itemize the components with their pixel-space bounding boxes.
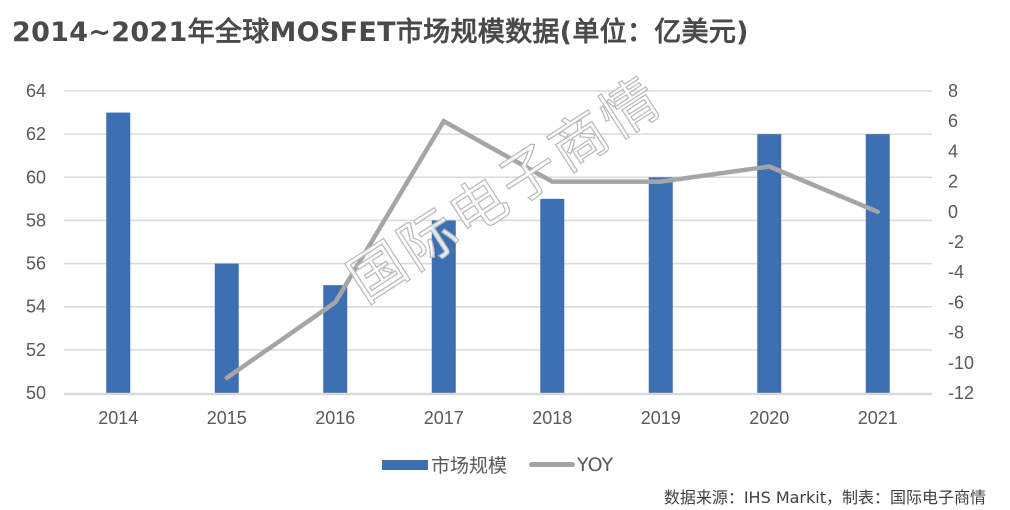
bar-2021 (865, 134, 890, 393)
chart-title: 2014~2021年全球MOSFET市场规模数据(单位：亿美元) (12, 17, 749, 48)
left-tick-label: 64 (26, 81, 46, 101)
x-tick-label: 2014 (98, 408, 138, 428)
x-tick-label: 2021 (858, 408, 898, 428)
right-tick-label: 6 (948, 111, 958, 131)
bar-2019 (648, 177, 673, 393)
legend-bar-label: 市场规模 (431, 455, 508, 477)
left-tick-label: 52 (26, 340, 46, 360)
right-tick-label: -6 (948, 292, 964, 312)
x-tick-label: 2016 (315, 408, 355, 428)
right-tick-label: -8 (948, 323, 964, 343)
right-tick-label: 2 (948, 172, 958, 192)
right-tick-label: -2 (948, 232, 964, 252)
left-tick-label: 62 (26, 124, 46, 144)
right-tick-label: -12 (948, 383, 974, 403)
right-tick-label: 8 (948, 81, 958, 101)
right-axis-ticks: -12 -10 -8 -6 -4 -2 0 2 4 6 8 (948, 81, 974, 403)
bar-series-market-size (106, 112, 890, 394)
right-tick-label: -4 (948, 262, 964, 282)
right-tick-label: -10 (948, 353, 974, 373)
left-tick-label: 58 (26, 210, 46, 230)
source-note: 数据来源：IHS Markit，制表：国际电子商情 (663, 488, 986, 507)
line-series-yoy (224, 118, 880, 381)
legend: 市场规模 YOY (382, 451, 613, 478)
bar-2020 (757, 134, 782, 393)
x-axis-ticks: 2014 2015 2016 2017 2018 2019 2020 2021 (98, 408, 898, 428)
right-tick-label: 0 (948, 202, 958, 222)
left-tick-label: 54 (26, 297, 46, 317)
x-tick-label: 2015 (207, 408, 247, 428)
gridlines (64, 90, 932, 351)
bar-2017 (431, 220, 456, 393)
x-tick-label: 2020 (749, 408, 789, 428)
bar-2014 (106, 112, 131, 394)
legend-line-label: YOY (577, 453, 614, 476)
x-tick-label: 2019 (641, 408, 681, 428)
x-tick-label: 2018 (532, 408, 572, 428)
x-tick-label: 2017 (424, 408, 464, 428)
left-tick-label: 56 (26, 254, 46, 274)
left-axis-ticks: 50 52 54 56 58 60 62 64 (26, 81, 46, 403)
left-tick-label: 50 (26, 383, 46, 403)
right-tick-label: 4 (948, 141, 958, 161)
bar-2018 (540, 198, 565, 393)
left-tick-label: 60 (26, 167, 46, 187)
legend-line-swatch (529, 462, 576, 467)
legend-bar-swatch (382, 459, 428, 470)
